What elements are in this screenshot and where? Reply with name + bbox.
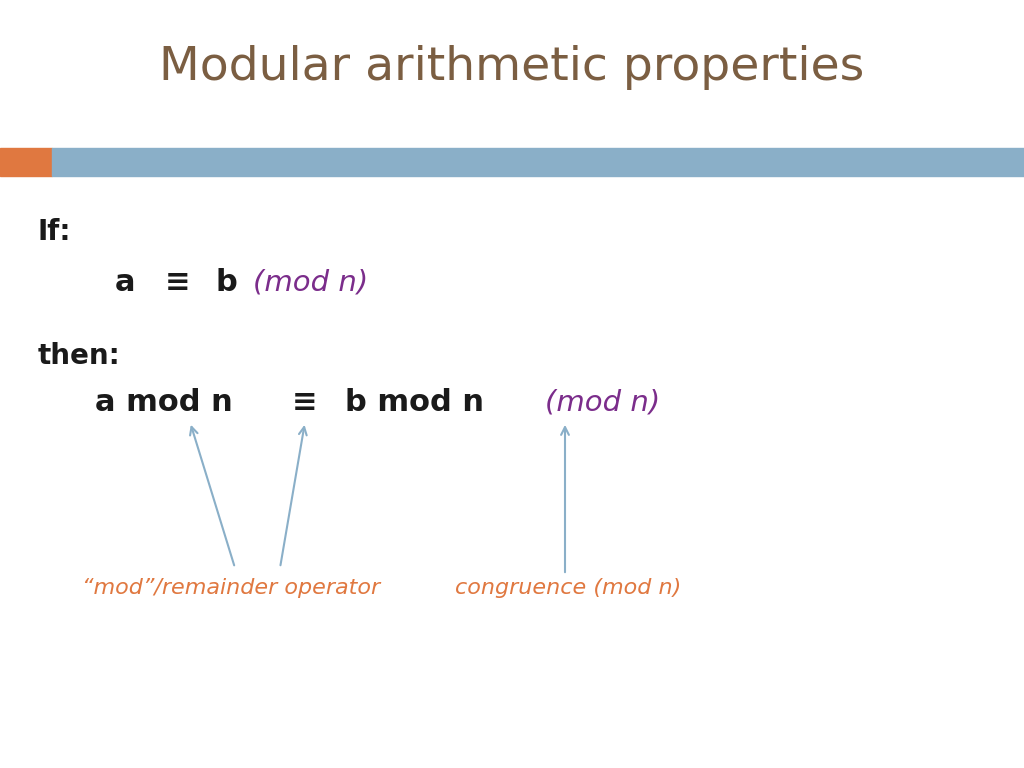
Text: then:: then: <box>38 342 121 370</box>
Text: a mod n: a mod n <box>95 388 232 417</box>
Text: congruence (mod n): congruence (mod n) <box>455 578 681 598</box>
Text: “mod”/remainder operator: “mod”/remainder operator <box>82 578 380 598</box>
Bar <box>0 148 52 176</box>
Text: (mod n): (mod n) <box>253 268 369 296</box>
Text: ≡: ≡ <box>292 388 317 417</box>
Text: b: b <box>215 268 237 297</box>
Text: b mod n: b mod n <box>345 388 484 417</box>
Text: Modular arithmetic properties: Modular arithmetic properties <box>160 45 864 91</box>
Text: (mod n): (mod n) <box>545 388 660 416</box>
Bar <box>52 148 1024 176</box>
Text: a: a <box>115 268 135 297</box>
Text: If:: If: <box>38 218 72 246</box>
Text: ≡: ≡ <box>165 268 190 297</box>
